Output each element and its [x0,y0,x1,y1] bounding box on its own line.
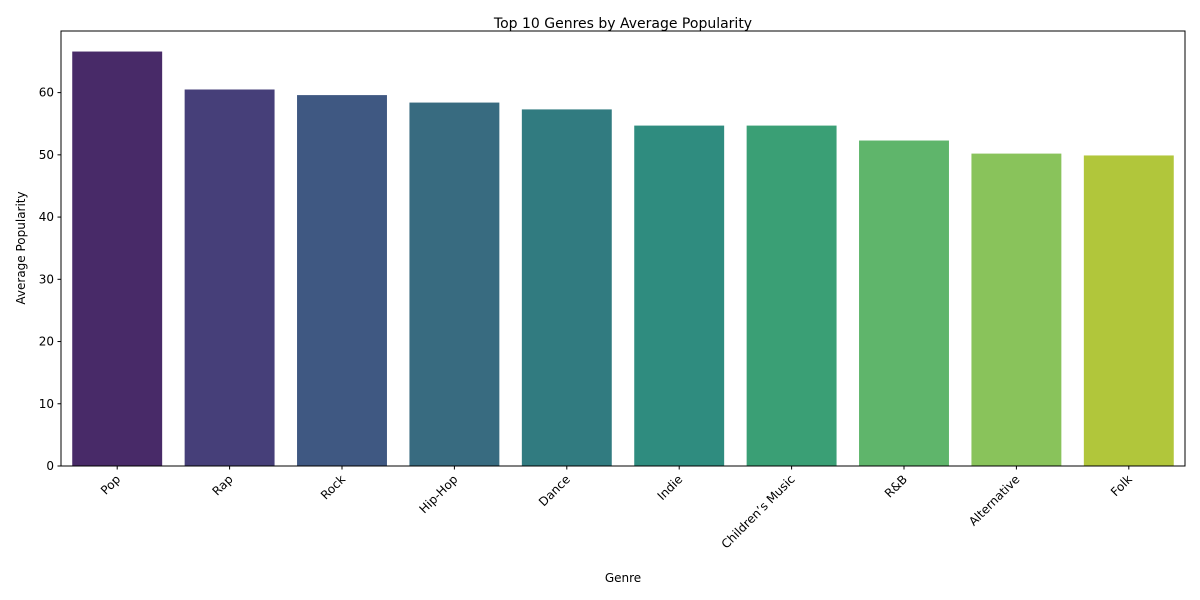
x-tick-label: Pop [98,472,123,497]
y-tick-label: 40 [39,210,54,224]
bar-alternative [971,153,1062,466]
bar-dance [521,109,612,466]
plot-frame [60,30,1186,467]
x-axis-label: Genre [605,571,641,585]
bar-rock [297,95,387,466]
y-axis-label: Average Popularity [14,191,28,304]
y-tick-label: 50 [39,148,54,162]
x-tick-label: Rap [210,472,236,498]
x-tick-label: Folk [1108,472,1135,499]
bar-folk [1083,155,1174,466]
y-tick-label: 30 [39,272,54,286]
bar-r-b [859,140,949,466]
x-tick-label: Alternative [966,472,1022,528]
y-tick-label: 0 [46,459,54,473]
bar-children-s-music [746,125,837,466]
y-axis: 0 10 20 30 40 50 60 [39,86,61,473]
x-tick-label: Indie [655,472,686,503]
x-tick-label: Children’s Music [719,472,798,551]
y-tick-label: 20 [39,335,54,349]
bar-pop [72,51,163,466]
x-axis: Pop Rap Rock Hip-Hop Dance Indie Children’s Mu… [98,466,1135,551]
y-tick-label: 60 [39,86,54,100]
x-tick-label: Dance [536,472,573,509]
x-tick-label: R&B [882,472,910,500]
bars-group [72,51,1174,466]
y-tick-label: 10 [39,397,54,411]
chart-title: Top 10 Genres by Average Popularity [493,16,752,32]
bar-indie [634,125,725,466]
x-tick-label: Hip-Hop [416,472,460,516]
bar-hip-hop [409,102,500,466]
bar-rap [184,89,275,466]
x-tick-label: Rock [318,472,348,502]
